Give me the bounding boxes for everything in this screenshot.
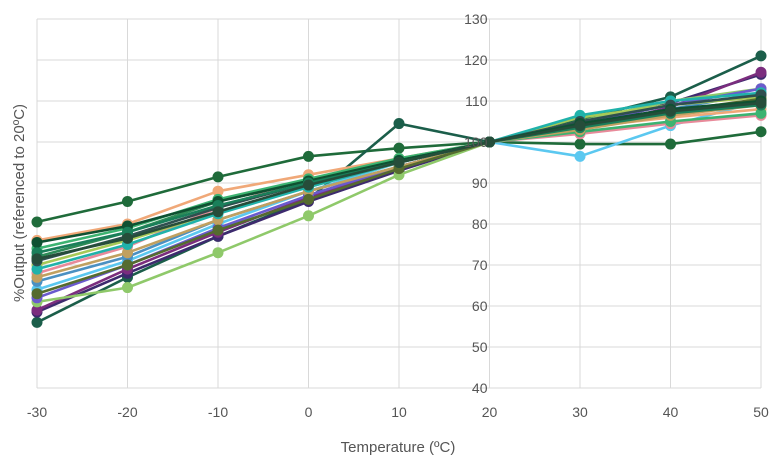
data-point <box>212 206 224 218</box>
data-point <box>31 263 43 275</box>
x-tick-label: 20 <box>482 404 498 420</box>
data-point <box>755 107 767 119</box>
x-tick-label: 40 <box>663 404 679 420</box>
data-point <box>303 150 314 162</box>
data-point <box>31 288 43 300</box>
y-tick-label: 90 <box>472 175 488 191</box>
y-tick-label: 40 <box>472 380 488 396</box>
x-tick-label: 10 <box>391 404 407 420</box>
data-point <box>31 271 43 283</box>
x-tick-labels: -30 -20 -10 0 10 20 30 40 50 <box>27 404 769 420</box>
data-point <box>755 126 767 138</box>
data-point <box>393 157 405 168</box>
data-point <box>755 50 767 62</box>
y-tick-label: 50 <box>472 339 488 355</box>
data-point <box>665 138 676 150</box>
y-axis-title: %Output (referenced to 20ºC) <box>11 104 28 302</box>
data-point <box>393 142 405 154</box>
y-tick-label: 110 <box>465 93 488 109</box>
data-point <box>212 224 224 236</box>
data-point <box>303 210 314 222</box>
x-axis-title: Temperature (ºC) <box>341 439 456 456</box>
data-point <box>122 259 133 271</box>
data-point <box>122 282 133 294</box>
series-20 <box>31 97 767 265</box>
data-point <box>393 118 405 130</box>
data-point <box>122 247 133 259</box>
y-tick-labels: 40 50 60 70 80 90 100 110 120 130 <box>464 11 488 396</box>
y-tick-label: 100 <box>464 134 488 150</box>
x-tick-label: -20 <box>117 404 137 420</box>
data-point <box>303 179 314 191</box>
data-point <box>574 150 586 162</box>
x-tick-label: -30 <box>27 404 47 420</box>
grid-lines <box>36 18 762 389</box>
data-point <box>122 232 133 244</box>
data-point <box>212 171 224 183</box>
data-point <box>755 97 767 109</box>
y-tick-label: 120 <box>464 52 488 68</box>
x-tick-label: 50 <box>753 404 769 420</box>
data-point <box>212 247 224 259</box>
data-point <box>574 120 586 132</box>
series-layer <box>31 50 767 328</box>
data-point <box>755 66 767 78</box>
y-tick-label: 130 <box>464 11 488 27</box>
data-point <box>31 236 43 248</box>
x-tick-label: -10 <box>208 404 228 420</box>
y-tick-label: 60 <box>472 298 488 314</box>
x-tick-label: 0 <box>305 404 313 420</box>
data-point <box>665 105 676 117</box>
x-tick-label: 30 <box>572 404 588 420</box>
data-point <box>31 253 43 265</box>
data-point <box>303 193 314 205</box>
data-point <box>574 138 586 150</box>
data-point <box>484 136 495 148</box>
data-point <box>212 185 224 197</box>
data-point <box>31 316 43 328</box>
data-point <box>31 216 43 228</box>
y-tick-label: 80 <box>472 216 488 232</box>
data-point <box>122 195 133 207</box>
y-tick-label: 70 <box>472 257 488 273</box>
data-point <box>31 304 43 316</box>
